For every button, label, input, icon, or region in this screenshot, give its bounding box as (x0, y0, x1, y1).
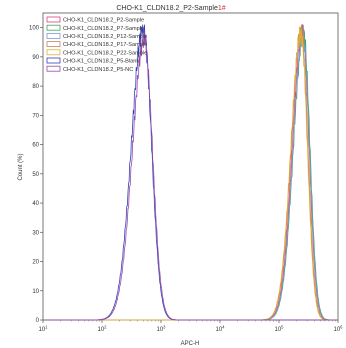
y-tick-label: 0 (36, 318, 40, 324)
x-tick-label: 102 (97, 325, 107, 334)
legend-label: CHO-K1_CLDN18.2_P5-NC (63, 67, 133, 73)
y-tick-label: 60 (32, 143, 39, 149)
y-tick-label: 10 (32, 289, 39, 295)
y-axis-label: Count (%) (18, 153, 24, 180)
legend-swatch (46, 57, 61, 64)
legend-swatch (46, 41, 61, 47)
series-line (43, 29, 338, 321)
legend-swatch (46, 24, 61, 31)
y-tick-label: 30 (32, 230, 39, 236)
legend-label: CHO-K1_CLDN18.2_P17-Sample (63, 42, 147, 48)
y-axis: 0 10 20 30 40 50 60 70 80 90 100 (29, 26, 43, 324)
legend: CHO-K1_CLDN18.2_P2-Sample CHO-K1_CLDN18.2… (46, 16, 147, 73)
legend-label: CHO-K1_CLDN18.2_P2-Sample (63, 18, 144, 24)
x-tick-label: 105 (274, 325, 284, 334)
legend-label: CHO-K1_CLDN18.2_P22-Sample (63, 50, 147, 56)
x-tick-label: 104 (215, 325, 225, 334)
legend-swatch (46, 49, 61, 56)
y-tick-label: 100 (29, 26, 40, 32)
legend-label: CHO-K1_CLDN18.2_P12-Sample (63, 34, 147, 40)
y-tick-label: 90 (32, 55, 39, 61)
y-tick-label: 20 (32, 260, 39, 266)
x-tick-label: 106 (333, 325, 343, 334)
series-curves (43, 23, 338, 321)
legend-label: CHO-K1_CLDN18.2_P5-Blank (63, 59, 139, 65)
x-axis: 101 102 103 104 105 106 (38, 320, 343, 333)
y-tick-label: 40 (32, 201, 39, 207)
x-tick-label: 103 (156, 325, 166, 334)
x-tick-label: 101 (38, 325, 48, 334)
chart-title: CHO-K1_CLDN18.2_P2-Sample1# (116, 5, 225, 12)
legend-swatch (46, 16, 61, 23)
y-tick-label: 70 (32, 113, 39, 119)
legend-label: CHO-K1_CLDN18.2_P7-Sample (63, 26, 144, 32)
legend-swatch (46, 65, 61, 72)
y-tick-label: 50 (32, 172, 39, 178)
y-tick-label: 80 (32, 84, 39, 90)
legend-swatch (46, 33, 61, 39)
x-axis-label: APC-H (181, 341, 200, 347)
